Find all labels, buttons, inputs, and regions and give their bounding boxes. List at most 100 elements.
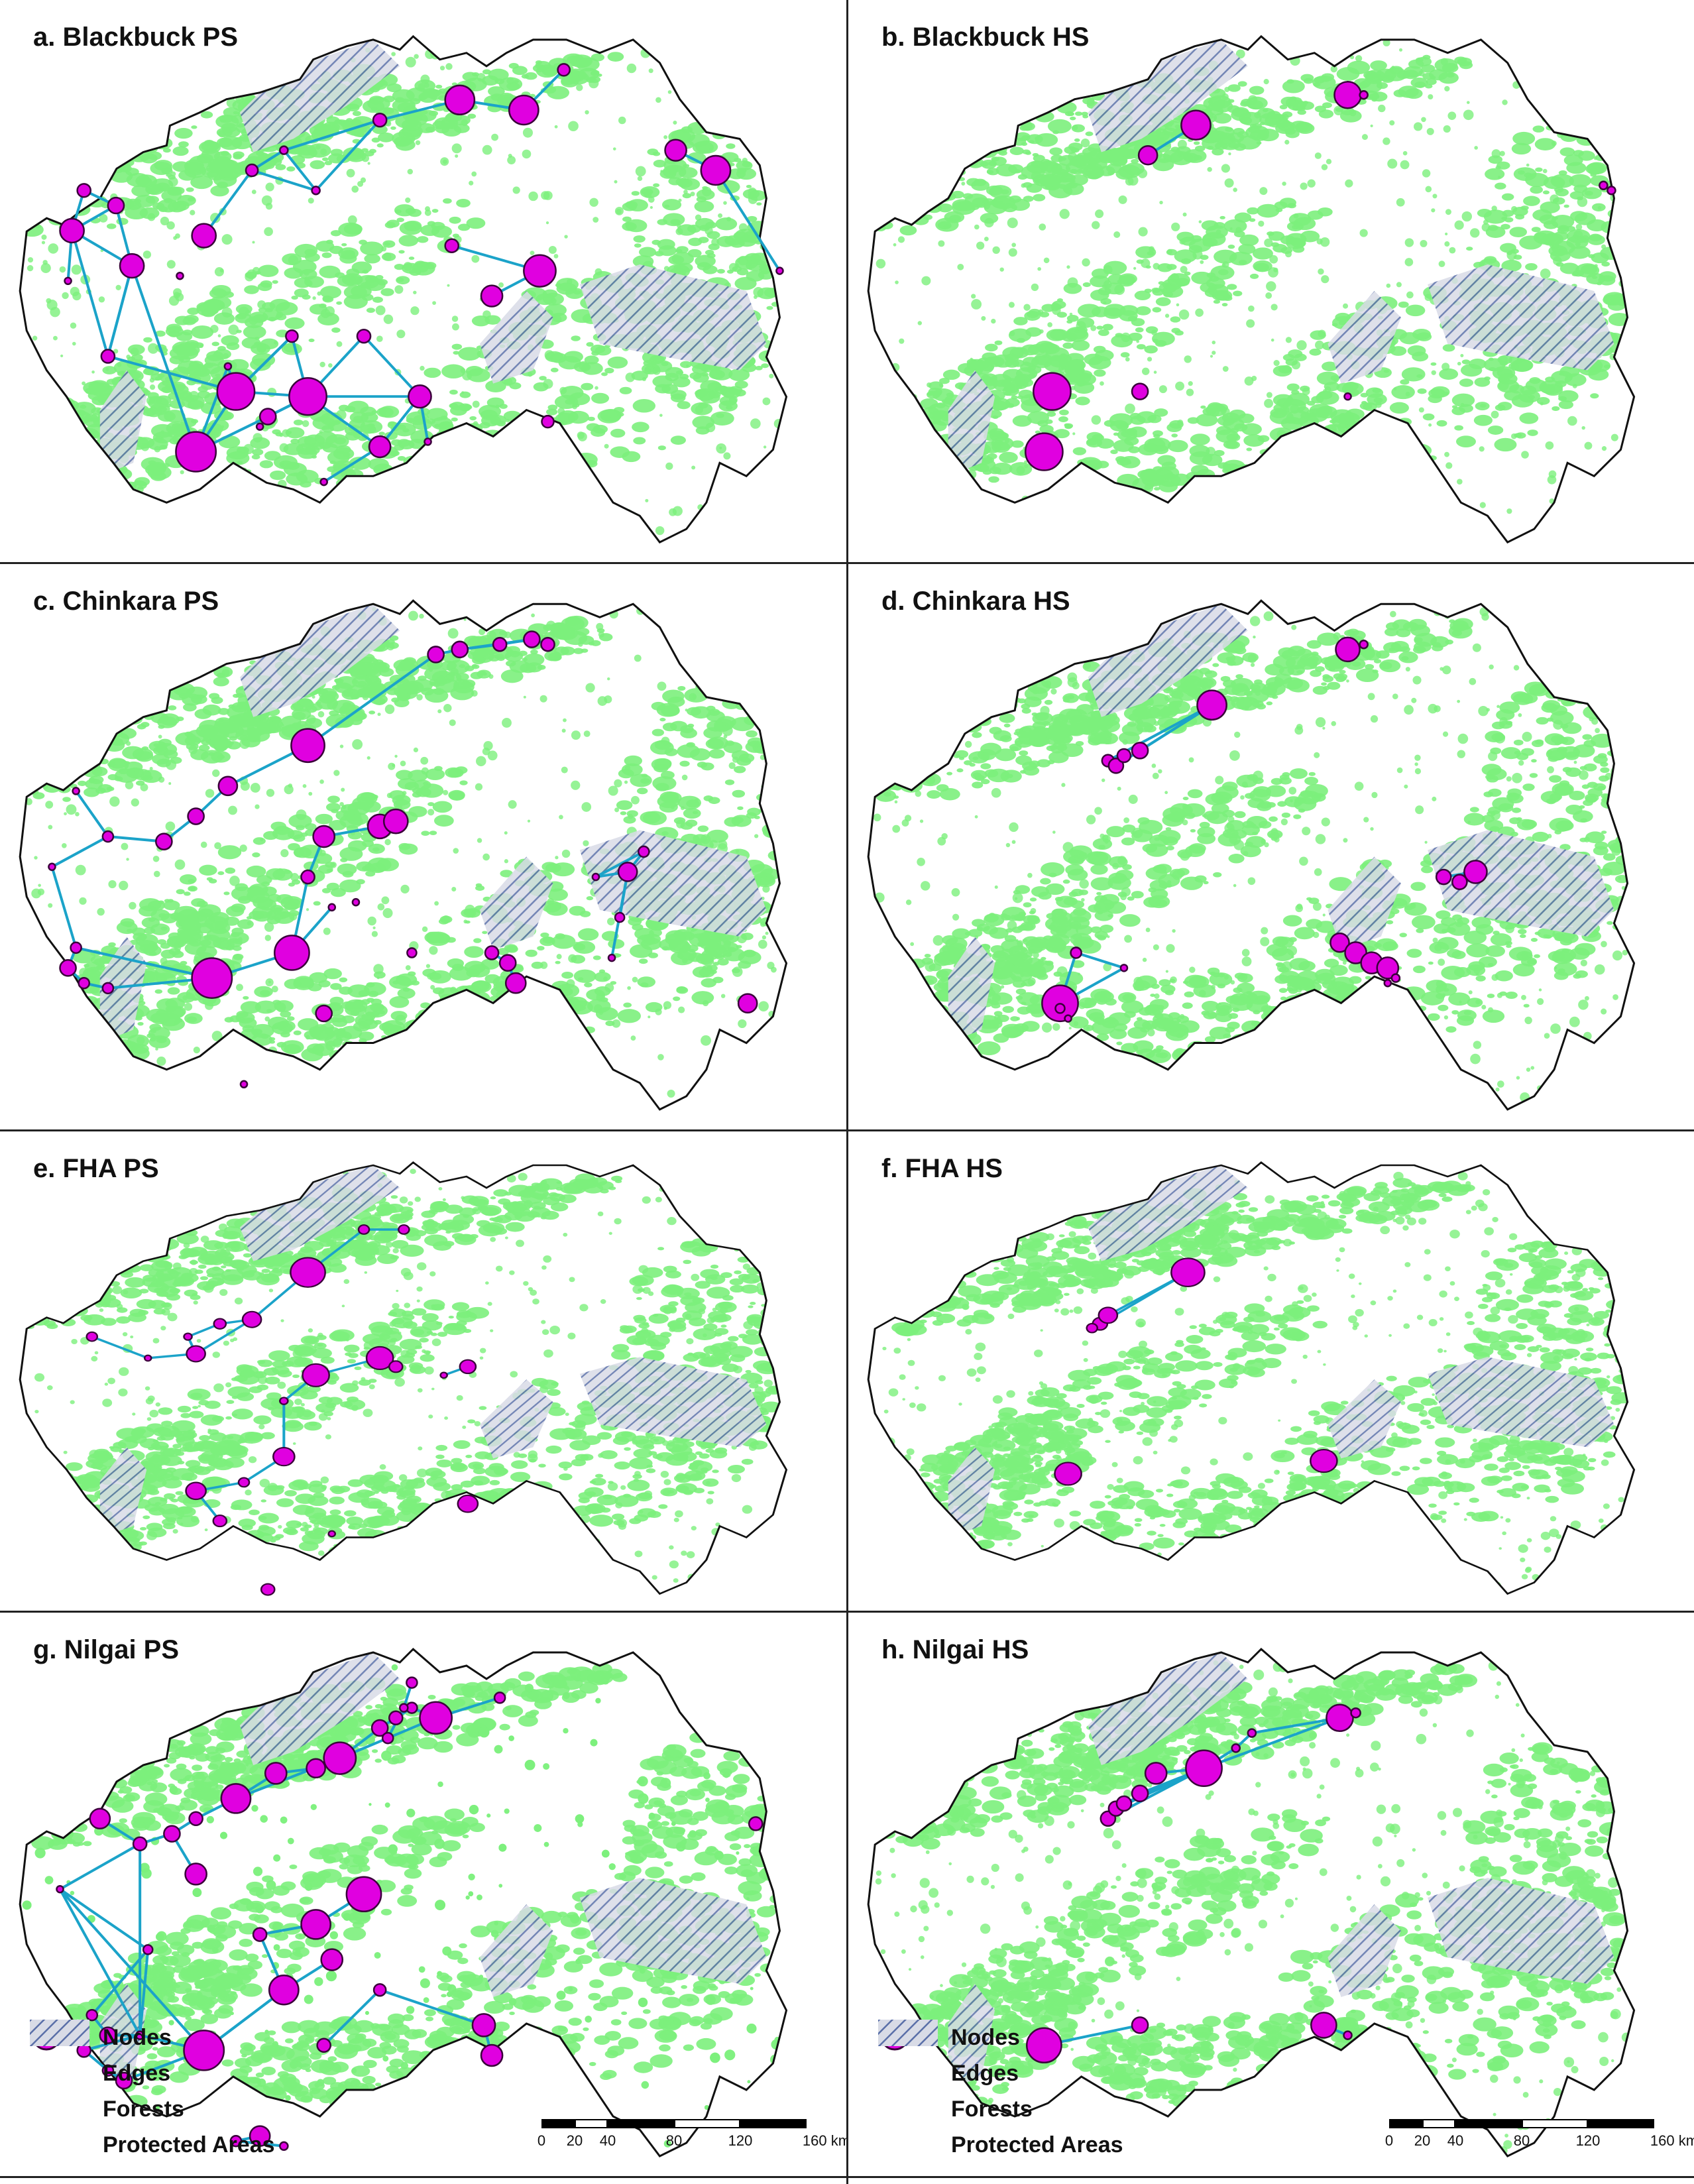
node-0 — [89, 1808, 111, 1830]
legend: Nodes Edges Forests Protected Areas — [30, 2020, 275, 2163]
state-boundary — [867, 1647, 1636, 2157]
map-panel-e: e. FHA PS — [0, 1131, 846, 1611]
map-base — [20, 36, 787, 543]
node-26 — [268, 1974, 300, 2006]
node-9 — [302, 1363, 330, 1387]
node-18 — [142, 1944, 154, 1955]
node-34 — [737, 993, 758, 1014]
node-2 — [1333, 81, 1362, 109]
node-13 — [381, 1731, 394, 1745]
edge-34 — [58, 1888, 205, 2051]
legend-label-nodes: Nodes — [951, 2024, 1020, 2050]
node-18 — [216, 372, 256, 411]
node-32 — [471, 2013, 496, 2038]
edge-27 — [363, 335, 421, 398]
map-base — [868, 36, 1634, 543]
node-8 — [1451, 874, 1468, 890]
node-22 — [274, 935, 310, 971]
node-26 — [368, 435, 392, 459]
node-4 — [220, 1783, 252, 1814]
node-21 — [135, 2030, 145, 2040]
node-19 — [288, 377, 327, 416]
node-4 — [1599, 180, 1609, 190]
node-1 — [76, 183, 92, 198]
node-31 — [523, 254, 557, 288]
edge-12 — [251, 169, 317, 192]
node-16 — [775, 266, 784, 275]
legend-item-edges: Edges — [878, 2025, 1123, 2091]
nodes-group — [48, 630, 758, 1089]
scale-tick-3: 80 — [665, 2132, 683, 2149]
node-12 — [508, 94, 539, 126]
node-27 — [408, 384, 432, 409]
node-7 — [357, 1224, 370, 1235]
node-15 — [185, 1481, 207, 1501]
legend-symbol-protected-areas — [30, 2020, 103, 2161]
map-base — [868, 601, 1634, 1110]
node-15 — [1383, 978, 1392, 988]
edge-6 — [70, 230, 109, 357]
node-1 — [101, 830, 115, 843]
node-0 — [1137, 145, 1158, 166]
scale-segment-3 — [1522, 2119, 1588, 2128]
node-20 — [99, 2026, 117, 2044]
horizontal-divider-3 — [0, 1611, 1694, 1613]
node-2 — [187, 807, 205, 825]
edge-11 — [51, 835, 109, 868]
legend-label-protected-areas: Protected Areas — [951, 2132, 1123, 2157]
node-17 — [70, 941, 82, 954]
edge-30 — [594, 850, 645, 878]
scale-segment-0 — [541, 2119, 575, 2128]
panel-title-f: f. FHA HS — [881, 1154, 1003, 1183]
node-9 — [1463, 860, 1488, 884]
node-30 — [345, 1876, 382, 1913]
legend-symbol-edges — [30, 2025, 103, 2090]
node-19 — [1054, 1003, 1066, 1014]
map-panel-g: g. Nilgai PS Nodes Edges Forests Protected A… — [0, 1613, 846, 2176]
node-7 — [1247, 1728, 1257, 1738]
scale-segment-2 — [608, 2119, 674, 2128]
edge-1 — [107, 835, 164, 843]
node-8 — [398, 1224, 410, 1235]
map-panel-f: f. FHA HS — [848, 1131, 1694, 1611]
node-27 — [498, 954, 517, 972]
node-2 — [1086, 1322, 1099, 1334]
node-5 — [64, 276, 72, 286]
scale-tick-1: 20 — [1414, 2132, 1431, 2149]
legend-symbol-forests — [878, 2020, 951, 2126]
node-38 — [748, 1816, 763, 1831]
node-14 — [406, 1676, 418, 1689]
legend-symbol-forests — [30, 2020, 103, 2126]
edges-group — [58, 1682, 500, 2148]
edge-0 — [74, 790, 109, 838]
nodes-group — [56, 1676, 763, 2152]
map-base — [20, 601, 787, 1110]
node-17 — [1070, 947, 1082, 959]
map-svg-c — [19, 599, 788, 1111]
node-13 — [382, 808, 409, 834]
node-4 — [1054, 1462, 1082, 1486]
scale-segment-4 — [740, 2119, 807, 2128]
node-2 — [1116, 748, 1132, 764]
node-20 — [101, 982, 115, 995]
edge-33 — [58, 1888, 141, 2036]
node-23 — [327, 903, 337, 912]
node-8 — [540, 636, 555, 652]
node-10 — [365, 1346, 394, 1371]
node-17 — [327, 1530, 337, 1538]
node-28 — [504, 972, 527, 994]
node-11 — [388, 1360, 404, 1373]
node-21 — [191, 957, 233, 999]
map-svg-d — [867, 599, 1636, 1111]
node-8 — [370, 1719, 389, 1737]
node-19 — [78, 976, 90, 990]
panel-title-a: a. Blackbuck PS — [33, 23, 239, 52]
node-30 — [617, 862, 638, 882]
node-4 — [1196, 689, 1227, 721]
state-boundary — [19, 1161, 788, 1595]
legend-item-protected-areas: Protected Areas — [30, 2020, 275, 2163]
node-9 — [388, 1710, 404, 1726]
scale-tick-3: 80 — [1513, 2132, 1530, 2149]
node-14 — [237, 1477, 251, 1488]
node-4 — [100, 349, 116, 364]
